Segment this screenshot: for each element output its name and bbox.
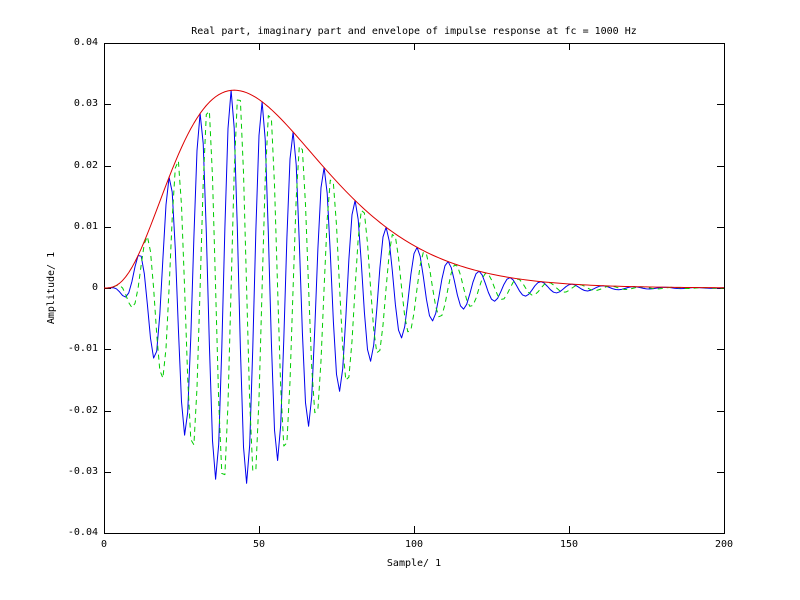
y-tick-label: -0.01 bbox=[67, 343, 98, 355]
series-envelope-line bbox=[103, 89, 725, 289]
x-tick-label: 100 bbox=[404, 539, 424, 550]
y-tick-label: 0.03 bbox=[73, 98, 98, 110]
y-tick-label: -0.04 bbox=[67, 527, 98, 538]
y-tick-label: 0.02 bbox=[73, 159, 98, 171]
y-tick-label: -0.02 bbox=[67, 404, 98, 416]
y-tick-label: 0.04 bbox=[73, 37, 98, 48]
x-tick-label: 50 bbox=[252, 539, 266, 550]
series-imaginary-part-line bbox=[104, 99, 725, 476]
x-tick-label: 0 bbox=[100, 539, 108, 550]
x-tick-label: 150 bbox=[559, 539, 579, 550]
y-tick-label: 0 bbox=[91, 282, 98, 293]
y-tick-label: 0.01 bbox=[73, 220, 98, 232]
chart-title: Real part, imaginary part and envelope o… bbox=[191, 26, 637, 37]
y-tick-label: -0.03 bbox=[67, 465, 98, 477]
x-tick-label: 200 bbox=[714, 539, 734, 550]
series-real-part-line bbox=[103, 89, 725, 484]
x-axis-label: Sample/ 1 bbox=[386, 558, 442, 569]
